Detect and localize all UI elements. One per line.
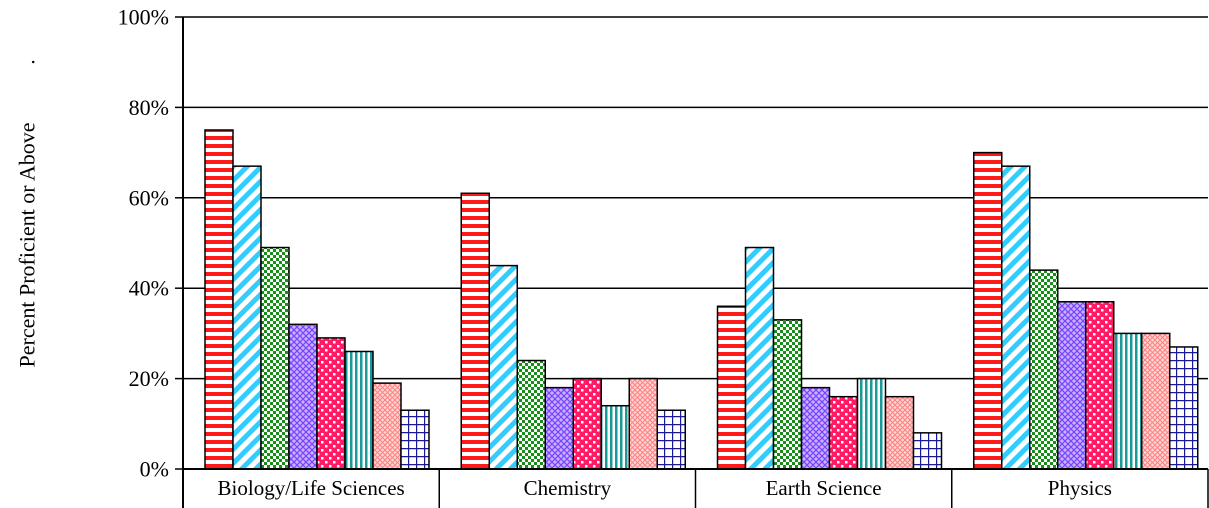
- bar: [316, 337, 346, 470]
- category-label: Chemistry: [524, 476, 612, 500]
- bar: [260, 246, 290, 470]
- bar: [884, 395, 915, 470]
- bar: [656, 409, 686, 470]
- y-tick-label: 0%: [140, 457, 169, 482]
- category-label: Earth Science: [766, 476, 882, 500]
- bar: [572, 377, 602, 470]
- bar: [973, 151, 1003, 470]
- bar: [488, 264, 518, 470]
- bar: [344, 350, 374, 470]
- bar: [400, 409, 430, 470]
- y-tick-label: 60%: [129, 185, 169, 210]
- bar: [460, 192, 490, 470]
- bar: [204, 129, 234, 470]
- bar: [628, 377, 658, 470]
- bar: [856, 377, 887, 470]
- y-tick-label: 40%: [129, 276, 169, 301]
- y-tick-label: 100%: [118, 5, 169, 30]
- bar: [1029, 269, 1059, 470]
- bar: [232, 165, 262, 470]
- axes: [182, 17, 1209, 508]
- bar: [828, 395, 859, 470]
- y-axis-title-suffix: .: [15, 59, 40, 65]
- bars: [204, 129, 1199, 470]
- bar: [1141, 332, 1171, 470]
- bar: [744, 246, 775, 470]
- bar: [1057, 301, 1087, 470]
- category-label: Physics: [1048, 476, 1112, 500]
- bar: [516, 359, 546, 470]
- bar: [600, 404, 630, 470]
- bar: [544, 386, 574, 470]
- bar: [372, 382, 402, 470]
- bar: [1169, 346, 1199, 470]
- bar: [912, 432, 943, 470]
- bar: [800, 386, 831, 470]
- bar: [288, 323, 318, 470]
- bar: [1085, 301, 1115, 470]
- y-axis-title: Percent Proficient or Above: [15, 123, 40, 368]
- bar: [772, 319, 803, 470]
- y-tick-labels: 0% 20% 40% 60% 80% 100%: [118, 5, 169, 482]
- y-tick-label: 80%: [129, 95, 169, 120]
- category-label: Biology/Life Sciences: [218, 476, 405, 500]
- bar: [716, 305, 747, 470]
- y-tick-label: 20%: [129, 366, 169, 391]
- bar: [1001, 165, 1031, 470]
- bar: [1113, 332, 1143, 470]
- category-labels: Biology/Life Sciences Chemistry Earth Scie…: [218, 476, 1112, 500]
